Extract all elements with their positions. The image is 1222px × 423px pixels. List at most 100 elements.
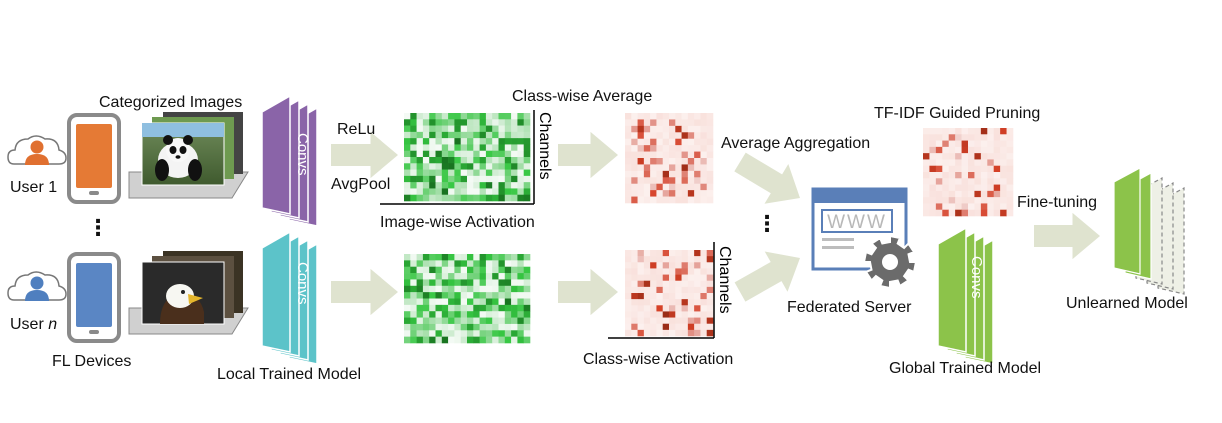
heatmap-cell — [687, 299, 695, 306]
heatmap-cell — [625, 280, 632, 288]
heatmap-cell — [993, 159, 1001, 167]
heatmap-cell — [492, 260, 499, 268]
heatmap-cell — [923, 209, 930, 217]
heatmap-cell — [479, 304, 487, 312]
unlearned-layer — [1113, 166, 1141, 275]
heatmap-cell — [637, 177, 645, 185]
heatmap-cell — [687, 183, 695, 191]
heatmap-cell — [948, 159, 956, 167]
heatmap-cell — [662, 250, 670, 257]
heatmap-cell — [669, 293, 676, 300]
heatmap-cell — [637, 125, 645, 133]
heatmap-cell — [517, 304, 524, 312]
heatmap-cell — [675, 119, 682, 127]
heatmap-cell — [523, 157, 531, 164]
heatmap-cell — [1006, 203, 1014, 211]
heatmap-cell — [650, 113, 657, 120]
heatmap-cell — [942, 128, 950, 135]
heatmap-cell — [479, 317, 487, 325]
heatmap-cell — [631, 170, 638, 178]
heatmap-cell — [498, 113, 506, 120]
heatmap-cell — [637, 132, 645, 140]
heatmap-cell — [675, 280, 682, 288]
heatmap-cell — [948, 153, 956, 160]
heatmap-cell — [706, 299, 714, 306]
heatmap-cell — [700, 250, 708, 257]
heatmap-cell — [974, 178, 982, 185]
heatmap-cell — [473, 138, 480, 145]
heatmap-cell — [504, 317, 512, 325]
heatmap-cell — [511, 323, 518, 331]
heatmap-cell — [643, 280, 651, 288]
heatmap-cell — [706, 196, 714, 204]
heatmap-cell — [523, 119, 531, 126]
heatmap-cell — [416, 188, 424, 196]
heatmap-cell — [504, 113, 512, 120]
heatmap-cell — [637, 305, 645, 312]
heatmap-cell — [935, 165, 943, 173]
heatmap-cell — [404, 336, 411, 344]
heatmap-cell — [929, 153, 937, 160]
heatmap-cell — [974, 184, 982, 192]
heatmap-cell — [681, 293, 689, 300]
heatmap-cell — [650, 138, 657, 146]
heatmap-cell — [435, 298, 443, 306]
heatmap-cell — [625, 164, 632, 172]
heatmap-cell — [467, 317, 474, 325]
heatmap-cell — [942, 190, 950, 198]
heatmap-cell — [987, 128, 995, 135]
heatmap-cell — [942, 203, 950, 211]
heatmap-cell — [517, 175, 524, 183]
heatmap-cell — [993, 140, 1001, 148]
heatmap-cell — [650, 323, 657, 331]
heatmap-cell — [681, 317, 689, 325]
heatmap-cell — [473, 285, 480, 293]
heatmap-cell — [448, 317, 455, 325]
heatmap-cell — [1000, 190, 1007, 198]
heatmap-cell — [422, 169, 430, 177]
heatmap-cell — [961, 128, 969, 135]
heatmap-cell — [511, 138, 518, 145]
heatmap-cell — [1006, 178, 1014, 185]
user-n-label: User n — [10, 317, 57, 333]
heatmap-cell — [961, 172, 969, 179]
heatmap-cell — [669, 196, 676, 204]
heatmap-cell — [479, 279, 487, 287]
heatmap-cell — [416, 254, 424, 261]
heatmap-cell — [669, 286, 676, 294]
heatmap-cell — [523, 125, 531, 133]
heatmap-cell — [637, 274, 645, 282]
heatmap-cell — [410, 285, 417, 293]
heatmap-cell — [498, 138, 506, 145]
heatmap-cell — [485, 113, 493, 120]
heatmap-cell — [625, 158, 632, 165]
heatmap-cell — [485, 317, 493, 325]
heatmap-cell — [467, 285, 474, 293]
heatmap-cell — [656, 311, 664, 318]
heatmap-cell — [429, 169, 436, 177]
heatmap-cell — [929, 184, 937, 192]
heatmap-cell — [650, 286, 657, 294]
heatmap-cell — [479, 163, 487, 170]
heatmap-cell — [631, 323, 638, 331]
heatmap-cell — [460, 131, 468, 139]
heatmap-cell — [948, 146, 956, 154]
heatmap-cell — [473, 175, 480, 183]
heatmap-cell — [517, 113, 524, 120]
heatmap-cell — [700, 151, 708, 159]
heatmap-cell — [948, 134, 956, 141]
heatmap-cell — [706, 177, 714, 185]
heatmap-cell — [706, 274, 714, 282]
heatmap-cell — [948, 184, 956, 192]
heatmap-cell — [429, 254, 436, 261]
heatmap-cell — [517, 150, 524, 158]
heatmap-cell — [404, 175, 411, 183]
heatmap-cell — [422, 304, 430, 312]
heatmap-cell — [523, 182, 531, 189]
heatmap-cell — [675, 274, 682, 282]
heatmap-cell — [675, 256, 682, 263]
heatmap-cell — [422, 254, 430, 261]
heatmap-cell — [473, 317, 480, 325]
heatmap-cell — [498, 273, 506, 280]
